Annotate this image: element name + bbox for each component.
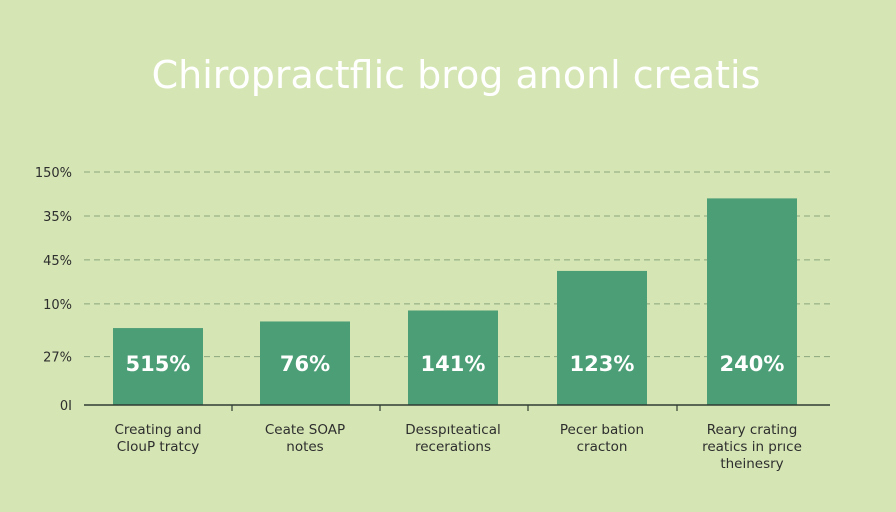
category-label-line: Pecer bation (560, 422, 644, 438)
category-label: Creating and CIouP tratcy (114, 422, 201, 455)
y-tick-label: 45% (43, 254, 72, 269)
y-tick-label: 35% (43, 210, 72, 225)
category-label-line: Desspıteatical (405, 422, 500, 438)
category-label: Pecer bation cracton (560, 422, 644, 455)
category-label-line: notes (286, 439, 323, 455)
bar (113, 328, 203, 405)
category-label-line: Reary crating (707, 422, 798, 438)
category-label-line: reatics in prıce (702, 439, 802, 455)
bar (260, 321, 350, 405)
bar (408, 310, 498, 405)
bars (113, 198, 797, 405)
category-label: Ceate SOAP notes (265, 422, 345, 455)
category-label-line: recerations (415, 439, 491, 455)
y-axis-tick-labels: 0I 27% 10% 45% 35% 150% (35, 166, 72, 414)
category-label: Reary crating reatics in prıce theinesry (702, 422, 802, 472)
y-tick-label: 0I (60, 399, 72, 414)
y-tick-label: 150% (35, 166, 72, 181)
data-label: 123% (570, 352, 635, 376)
category-label-line: Ceate SOAP (265, 422, 345, 438)
category-labels: Creating and CIouP tratcy Ceate SOAP notes D… (114, 422, 801, 472)
data-label: 141% (421, 352, 486, 376)
category-label: Desspıteatical recerations (405, 422, 500, 455)
data-label: 76% (280, 352, 330, 376)
category-label-line: theinesry (720, 456, 783, 472)
bar (557, 270, 647, 405)
category-label-line: cracton (577, 439, 628, 455)
y-tick-label: 10% (43, 298, 72, 313)
category-label-line: Creating and (114, 422, 201, 438)
x-axis (84, 404, 830, 411)
chart-title: Chiropractflic brog anonl creatis (152, 53, 761, 97)
data-labels: 515% 76% 141% 123% 240% (126, 352, 785, 376)
y-tick-label: 27% (43, 351, 72, 366)
data-label: 515% (126, 352, 191, 376)
data-label: 240% (720, 352, 785, 376)
gridlines (84, 171, 830, 358)
category-label-line: CIouP tratcy (117, 439, 199, 455)
bar (707, 198, 797, 405)
